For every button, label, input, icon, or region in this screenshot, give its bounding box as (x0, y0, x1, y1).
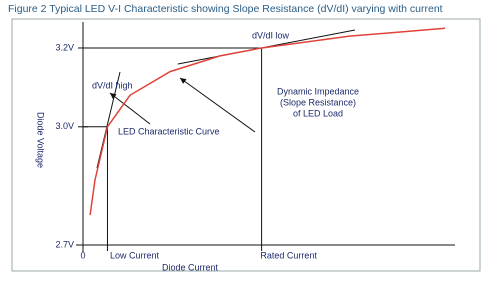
x-axis-label: Diode Current (162, 262, 219, 272)
frame (11, 18, 481, 272)
annotation: of LED Load (293, 108, 343, 118)
y-axis-label: Diode Voltage (36, 112, 46, 168)
arrow (179, 77, 256, 133)
annotation: (Slope Resistance) (280, 97, 356, 107)
arrow (109, 92, 151, 125)
y-tick-label: 2.7V (55, 239, 74, 249)
y-tick-label: 3.2V (55, 42, 74, 52)
y-tick-label: 3.0V (55, 121, 74, 131)
chart-title: Figure 2 Typical LED V-I Characteristic … (8, 3, 443, 15)
x-tick-label: Rated Current (260, 250, 317, 260)
x-tick-label: Low Current (110, 250, 160, 260)
curve (89, 27, 446, 216)
x-tick-label: 0 (80, 250, 85, 260)
annotation: Dynamic Impedance (277, 86, 359, 96)
annotation: dV/dI low (252, 30, 290, 40)
annotation: LED Characteristic Curve (118, 126, 220, 136)
annotation: dV/dI high (92, 80, 133, 90)
